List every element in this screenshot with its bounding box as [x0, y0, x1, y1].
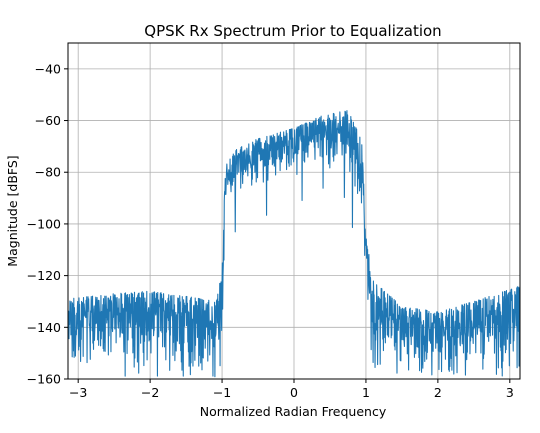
- x-tick-label: −1: [213, 385, 231, 400]
- x-tick-label: −3: [69, 385, 87, 400]
- plot-area: [68, 110, 520, 378]
- y-tick-label: −40: [35, 61, 61, 76]
- x-tick-label: −2: [141, 385, 159, 400]
- chart-title: QPSK Rx Spectrum Prior to Equalization: [144, 22, 441, 40]
- x-tick-label: 2: [434, 385, 442, 400]
- x-tick-label: 0: [290, 385, 298, 400]
- y-tick-label: −140: [27, 320, 61, 335]
- x-tick-label: 3: [506, 385, 514, 400]
- x-tick-label: 1: [362, 385, 370, 400]
- x-axis-label: Normalized Radian Frequency: [200, 404, 387, 419]
- axis-ticks: −3 −2 −1 0 1 2 3 −40 −60 −80 −100 −120 −140 −160: [27, 61, 514, 400]
- y-axis-label: Magnitude [dBFS]: [5, 155, 20, 266]
- y-tick-label: −60: [35, 113, 61, 128]
- y-tick-label: −80: [35, 165, 61, 180]
- spectrum-line: [68, 110, 520, 378]
- y-tick-label: −100: [27, 216, 61, 231]
- y-tick-label: −160: [27, 372, 61, 387]
- y-tick-label: −120: [27, 268, 61, 283]
